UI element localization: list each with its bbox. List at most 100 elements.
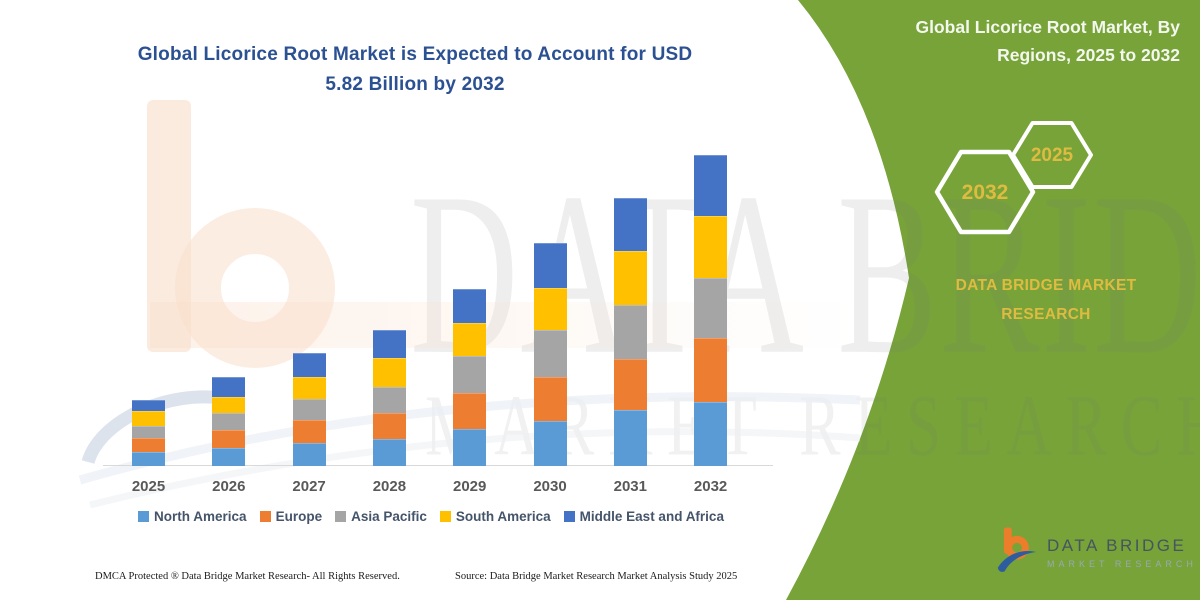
bar-segment-south-america [212,397,246,414]
side-panel-title: Global Licorice Root Market, By Regions,… [860,13,1181,69]
footer-source-text: Source: Data Bridge Market Research Mark… [455,571,738,582]
bar-segment-south-america [292,377,326,400]
bar-segment-asia-pacific [533,330,567,377]
stacked-bar-2026 [212,377,246,466]
bar-segment-south-america [132,411,165,427]
databridge-logo-icon [997,527,1037,572]
watermark-band [150,302,862,348]
legend-label: North America [154,509,247,524]
legend-label: Asia Pacific [351,509,427,524]
stacked-bar-2030 [533,242,567,466]
chart-title: Global Licorice Root Market is Expected … [110,40,720,100]
bar-segment-middle-east-and-africa [372,329,406,359]
x-axis-label-2030: 2030 [533,478,567,495]
legend-label: Middle East and Africa [579,509,724,524]
hexagon-outlines [934,121,1093,235]
legend-swatch [563,511,575,522]
bar-segment-north-america [694,401,728,466]
year-hexagons: 2032 2025 [930,113,1110,238]
x-axis-line [103,465,773,466]
hexagon-2025 [1011,121,1093,189]
legend-item-asia-pacific: Asia Pacific [335,509,427,524]
x-axis-label-2029: 2029 [453,478,487,495]
brand-text: DATA BRIDGE MARKET RESEARCH [938,271,1154,329]
chart-title-line2: 5.82 Billion by 2032 [325,74,505,95]
green-panel [786,0,1200,600]
stacked-bar-2031 [613,197,647,466]
logo-text: DATA BRIDGE MARKET RESEARCH [1047,536,1197,569]
bar-segment-europe [292,420,326,443]
x-axis-label-2032: 2032 [693,478,728,495]
bar-segment-south-america [694,216,728,279]
brand-text-line1: DATA BRIDGE MARKET [955,277,1137,294]
bar-segment-south-america [372,358,406,387]
bar-segment-europe [694,337,728,402]
legend-swatch [138,511,150,522]
stacked-bar-2027 [292,352,326,466]
stacked-bar-2032 [694,155,728,466]
bar-segment-asia-pacific [372,386,406,414]
bar-segment-asia-pacific [694,278,728,338]
legend-swatch [335,511,347,522]
bar-segment-asia-pacific [453,356,487,394]
bar-segment-asia-pacific [132,426,165,439]
bar-segment-south-america [613,251,647,305]
legend-label: Europe [275,509,323,524]
bar-segment-europe [453,393,487,430]
legend-item-middle-east-and-africa: Middle East and Africa [563,509,724,524]
databridge-logo: DATA BRIDGE MARKET RESEARCH [996,524,1197,580]
bar-segment-north-america [533,421,567,466]
bar-segment-asia-pacific [613,304,647,360]
stacked-bar-2028 [372,329,406,466]
legend-item-north-america: North America [138,509,247,524]
bar-segment-europe [613,359,647,410]
legend-swatch [259,511,271,522]
watermark-arc-1 [78,392,861,485]
bar-segment-north-america [453,429,487,466]
bar-segment-middle-east-and-africa [132,400,165,412]
bar-segment-north-america [132,451,165,466]
legend-item-south-america: South America [439,509,551,524]
bar-segment-south-america [533,288,567,331]
brand-text-line2: RESEARCH [1001,306,1091,323]
bar-segment-north-america [372,438,406,466]
hexagon-label-2032: 2032 [961,181,1009,204]
bar-segment-middle-east-and-africa [212,377,246,398]
side-panel-title-line1: Global Licorice Root Market, By [915,17,1181,37]
bar-segment-europe [533,376,567,422]
bar-segment-middle-east-and-africa [694,155,728,217]
bar-segment-north-america [292,443,326,466]
side-panel-title-line2: Regions, 2025 to 2032 [997,45,1180,65]
bar-segment-north-america [212,448,246,466]
bar-segment-middle-east-and-africa [613,197,647,252]
legend-item-europe: Europe [259,509,323,524]
hexagon-label-2025: 2025 [1030,145,1074,166]
legend-label: South America [455,509,551,524]
x-axis-label-2028: 2028 [372,478,407,495]
x-axis-label-2026: 2026 [212,478,246,495]
stacked-bar-2029 [453,288,487,466]
chart-legend: North America Europe Asia Pacific South Ame… [95,509,767,524]
legend-swatch [439,511,451,522]
bar-segment-middle-east-and-africa [533,242,567,289]
bar-segment-europe [372,413,406,439]
x-axis-label-2031: 2031 [613,478,647,495]
bar-segment-middle-east-and-africa [453,288,487,323]
chart-title-line1: Global Licorice Root Market is Expected … [137,44,693,65]
bar-segment-north-america [613,409,647,466]
logo-blue-swoosh [997,550,1037,572]
watermark-logo [78,100,862,509]
logo-subtitle: MARKET RESEARCH [1047,558,1197,569]
bar-segment-south-america [453,322,487,357]
hexagon-2032 [934,149,1036,235]
bar-segment-asia-pacific [292,399,326,420]
logo-name: DATA BRIDGE [1047,535,1187,555]
x-axis-label-2027: 2027 [292,478,326,495]
bar-segment-europe [212,430,246,449]
bar-segment-middle-east-and-africa [292,352,326,378]
footer-dmca-text: DMCA Protected ® Data Bridge Market Rese… [95,571,400,582]
bar-segment-europe [132,438,165,452]
